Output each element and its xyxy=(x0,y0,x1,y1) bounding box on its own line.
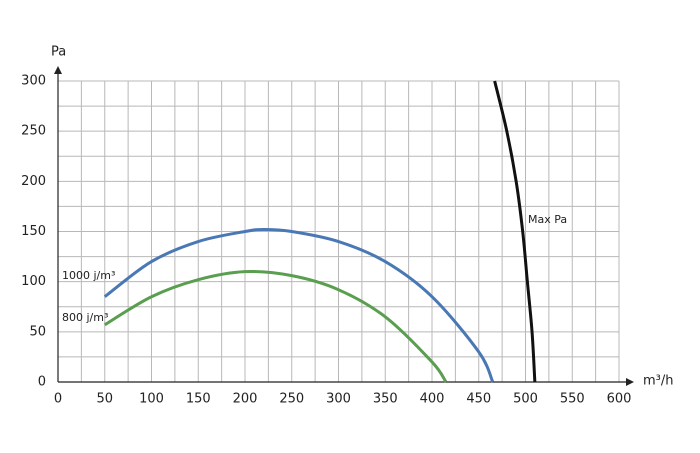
y-tick-label: 250 xyxy=(21,124,46,139)
x-axis-arrow xyxy=(626,378,634,386)
y-tick-label: 0 xyxy=(38,375,46,390)
x-axis-label: m³/h xyxy=(643,374,674,389)
line xyxy=(103,269,448,383)
y-tick-label: 100 xyxy=(21,274,46,289)
line xyxy=(103,227,495,383)
x-tick-label: 550 xyxy=(560,392,585,407)
x-tick-label: 0 xyxy=(54,392,62,407)
y-axis-label: Pa xyxy=(51,45,66,60)
x-tick-label: 100 xyxy=(139,392,164,407)
y-tick-label: 50 xyxy=(29,324,46,339)
x-tick-label: 450 xyxy=(466,392,491,407)
x-tick-label: 500 xyxy=(513,392,538,407)
y-axis-arrow xyxy=(54,66,62,74)
x-tick-label: 50 xyxy=(96,392,113,407)
y-tick-label: 200 xyxy=(21,174,46,189)
x-tick-label: 200 xyxy=(233,392,258,407)
y-tick-label: 300 xyxy=(21,74,46,89)
series-label: 800 j/m³ xyxy=(62,311,108,324)
series-label: 1000 j/m³ xyxy=(62,269,115,282)
x-tick-label: 150 xyxy=(186,392,211,407)
x-tick-label: 300 xyxy=(326,392,351,407)
x-tick-label: 600 xyxy=(607,392,632,407)
series-label: Max Pa xyxy=(528,213,567,226)
x-tick-label: 350 xyxy=(373,392,398,407)
x-tick-label: 250 xyxy=(279,392,304,407)
x-tick-label: 400 xyxy=(420,392,445,407)
y-tick-label: 150 xyxy=(21,224,46,239)
line xyxy=(493,80,537,383)
